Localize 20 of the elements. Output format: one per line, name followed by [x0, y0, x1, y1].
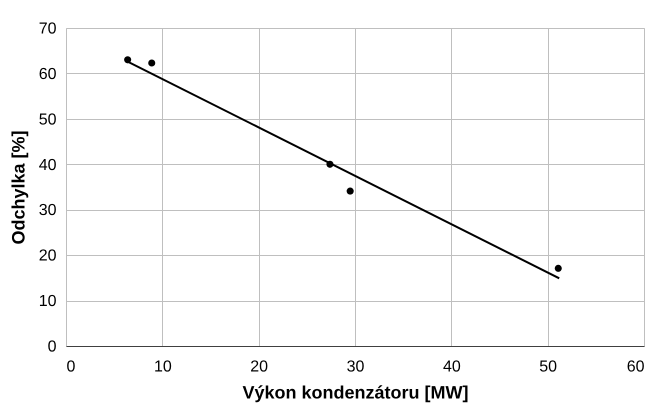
x-tick-label: 60	[626, 358, 645, 376]
y-tick-label: 20	[38, 248, 57, 265]
x-tick-label: 40	[442, 358, 461, 376]
x-tick-label: 20	[250, 358, 268, 376]
x-tick-label: 30	[346, 358, 364, 376]
y-tick-label: 50	[38, 111, 57, 128]
x-tick-label: 50	[539, 358, 558, 376]
point	[346, 188, 354, 195]
x-tick-label: 10	[154, 358, 172, 376]
y-tick-label: 10	[38, 293, 57, 310]
y-axis-title: Odchylka [%]	[8, 130, 29, 245]
y-tick-label: 30	[38, 202, 57, 220]
y-tick-label: 70	[38, 20, 57, 38]
point	[554, 264, 562, 272]
y-tick-label: 40	[38, 156, 57, 174]
point	[148, 59, 156, 67]
y-tick-label: 60	[38, 66, 57, 83]
x-tick-label: 0	[66, 358, 76, 376]
x-axis-title: Výkon kondenzátoru [MW]	[242, 382, 468, 402]
y-tick-label: 0	[48, 338, 57, 356]
